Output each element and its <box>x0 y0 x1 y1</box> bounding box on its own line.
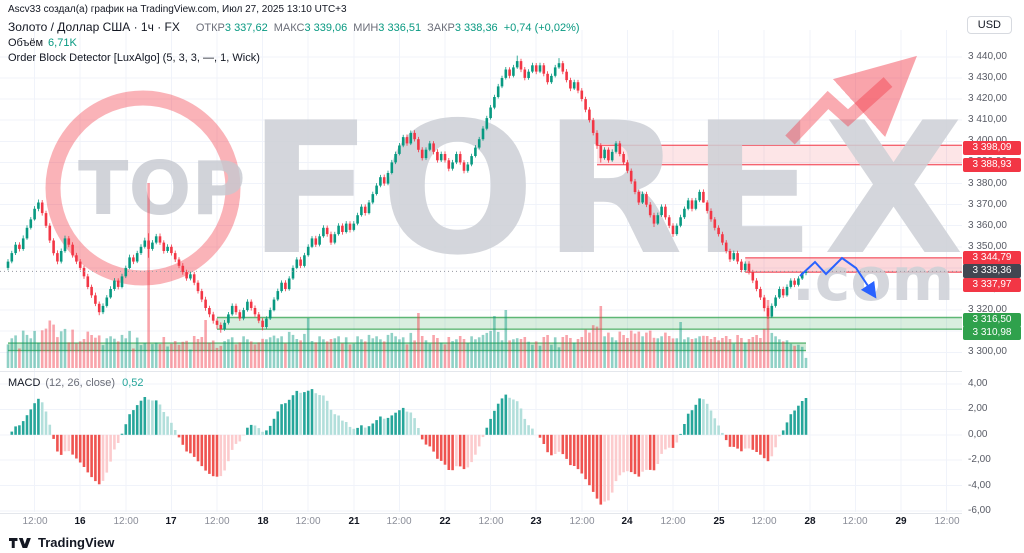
tradingview-logo-link[interactable]: TradingView <box>9 535 114 550</box>
time-label: 12:00 <box>386 516 412 527</box>
tradingview-logo-text: TradingView <box>38 535 115 550</box>
pane-separator[interactable] <box>0 371 1024 372</box>
high-label: МАКС <box>273 22 305 34</box>
price-level-chip: 3 388,93 <box>963 158 1021 172</box>
macd-tick-label: -4,00 <box>968 480 991 491</box>
time-label: 18 <box>257 516 269 527</box>
time-label: 22 <box>439 516 451 527</box>
time-label: 12:00 <box>842 516 868 527</box>
time-label: 12:00 <box>22 516 48 527</box>
time-label: 25 <box>713 516 725 527</box>
watermark: TOP FOREX.com <box>45 55 962 315</box>
open-value: 3 337,62 <box>224 22 268 34</box>
price-tick-label: 3 410,00 <box>968 114 1007 125</box>
macd-tick-label: -6,00 <box>968 505 991 516</box>
symbol-title[interactable]: Золото / Доллар США · 1ч · FX <box>8 20 180 34</box>
symbol-row: Золото / Доллар США · 1ч · FX ОТКР3 337,6… <box>8 20 580 34</box>
time-label: 24 <box>621 516 633 527</box>
time-label: 23 <box>530 516 542 527</box>
time-label: 29 <box>895 516 907 527</box>
price-tick-label: 3 360,00 <box>968 220 1007 231</box>
time-label: 12:00 <box>204 516 230 527</box>
macd-value: 0,52 <box>122 377 144 389</box>
macd-params: (12, 26, close) <box>45 377 116 389</box>
time-label: 16 <box>74 516 86 527</box>
order-block-indicator-row[interactable]: Order Block Detector [LuxAlgo] (5, 3, 3,… <box>8 52 260 64</box>
time-label: 12:00 <box>660 516 686 527</box>
macd-histogram <box>10 389 808 505</box>
time-label: 12:00 <box>113 516 139 527</box>
volume-bars <box>6 183 808 368</box>
high-value: 3 339,06 <box>304 22 348 34</box>
price-tick-label: 3 350,00 <box>968 241 1007 252</box>
macd-legend-row[interactable]: MACD (12, 26, close) 0,52 <box>8 377 144 389</box>
grid-lines <box>0 30 962 512</box>
macd-tick-label: 0,00 <box>968 429 988 440</box>
price-level-chip: 3 338,36 <box>963 264 1021 278</box>
price-tick-label: 3 420,00 <box>968 93 1007 104</box>
macd-tick-label: 4,00 <box>968 378 988 389</box>
price-tick-label: 3 440,00 <box>968 51 1007 62</box>
low-value: 3 336,51 <box>378 22 422 34</box>
time-axis[interactable]: 12:00 16 12:00 17 12:00 18 12:00 21 12:00 22 12:00… <box>0 515 962 533</box>
change-value: +0,74 (+0,02%) <box>503 22 580 34</box>
macd-label: MACD <box>8 377 41 389</box>
macd-tick-label: -2,00 <box>968 454 991 465</box>
time-axis-separator <box>0 513 1024 514</box>
price-level-chip: 3 344,79 <box>963 251 1021 265</box>
close-value: 3 338,36 <box>454 22 498 34</box>
time-label: 12:00 <box>751 516 777 527</box>
svg-text:TOP: TOP <box>78 146 246 232</box>
price-tick-label: 3 430,00 <box>968 72 1007 83</box>
candles-series <box>6 55 808 333</box>
time-label: 28 <box>804 516 816 527</box>
price-tick-label: 3 370,00 <box>968 199 1007 210</box>
price-tick-label: 3 400,00 <box>968 135 1007 146</box>
open-label: ОТКР <box>195 22 225 34</box>
svg-text:.com: .com <box>792 245 954 315</box>
volume-value: 6,71K <box>48 37 77 49</box>
tradingview-logo-icon <box>9 537 31 548</box>
price-tick-label: 3 320,00 <box>968 304 1007 315</box>
price-level-chip: 3 310,98 <box>963 326 1021 340</box>
time-label: 17 <box>165 516 177 527</box>
volume-legend-row[interactable]: Объём 6,71K <box>8 37 580 49</box>
time-label: 12:00 <box>569 516 595 527</box>
volume-label: Объём <box>8 37 44 49</box>
chart-legend: Ascv33 создал(а) график на TradingView.c… <box>8 4 580 64</box>
price-level-chip: 3 316,50 <box>963 313 1021 327</box>
chart-canvas[interactable]: TOP FOREX.com <box>0 0 962 535</box>
forecast-arrow-annotation[interactable] <box>799 256 877 299</box>
price-tick-label: 3 380,00 <box>968 178 1007 189</box>
low-label: МИН <box>353 22 379 34</box>
time-label: 21 <box>348 516 360 527</box>
price-level-chip: 3 398,09 <box>963 141 1021 155</box>
price-tick-label: 3 300,00 <box>968 346 1007 357</box>
time-label: 12:00 <box>478 516 504 527</box>
attribution-text: Ascv33 создал(а) график на TradingView.c… <box>8 4 347 15</box>
time-label: 12:00 <box>934 516 960 527</box>
time-label: 12:00 <box>295 516 321 527</box>
order-block-zones <box>8 144 962 352</box>
price-level-chip: 3 337,97 <box>963 278 1021 292</box>
macd-tick-label: 2,00 <box>968 403 988 414</box>
currency-selector[interactable]: USD <box>966 16 1012 34</box>
price-axis[interactable]: 3 440,00 3 430,00 3 420,00 3 410,00 3 400,00… <box>962 0 1024 535</box>
close-label: ЗАКР <box>427 22 455 34</box>
